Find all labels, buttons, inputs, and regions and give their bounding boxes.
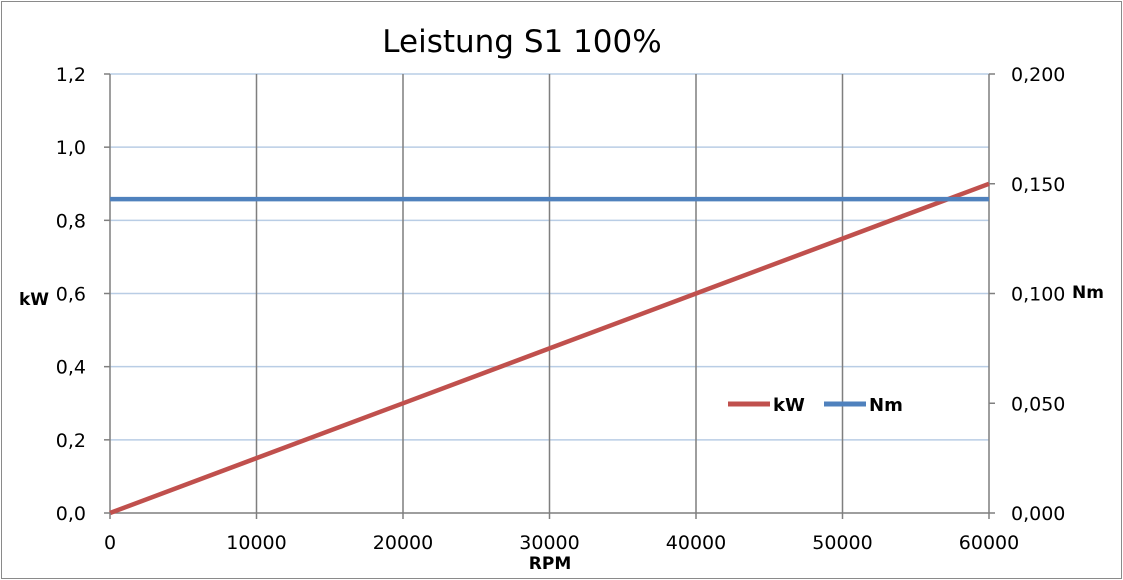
legend: kW Nm [728, 395, 903, 416]
ticks-layer: 0,0 0,2 0,4 0,6 0,8 1,0 1,2 0,000 0,050 0,100 0,15… [56, 64, 1066, 554]
y-left-tick-label: 0,0 [56, 503, 86, 525]
y-left-tick-label: 1,0 [56, 137, 86, 159]
series-layer [109, 181, 990, 516]
x-tick-label: 60000 [959, 532, 1019, 554]
legend-label-nm: Nm [869, 395, 903, 416]
x-tick-label: 0 [104, 532, 116, 554]
chart-title: Leistung S1 100% [382, 24, 661, 60]
x-tick-label: 10000 [226, 532, 286, 554]
grid-layer [110, 73, 989, 513]
y-left-tick-label: 0,4 [56, 357, 86, 379]
y-right-tick-label: 0,150 [1011, 174, 1065, 196]
y-right-axis-label: Nm [1072, 283, 1104, 303]
x-tick-label: 30000 [519, 532, 579, 554]
y-right-tick-label: 0,200 [1011, 64, 1065, 86]
series-line-kw [109, 181, 990, 516]
x-tick-label: 50000 [812, 532, 872, 554]
y-right-tick-label: 0,100 [1011, 284, 1065, 306]
y-left-axis-label: kW [19, 290, 49, 310]
y-right-tick-label: 0,000 [1011, 503, 1065, 525]
x-tick-label: 40000 [666, 532, 726, 554]
x-axis-label: RPM [529, 554, 571, 574]
y-left-tick-label: 0,2 [56, 430, 86, 452]
y-left-tick-label: 0,8 [56, 210, 86, 232]
y-left-tick-label: 0,6 [56, 284, 86, 306]
legend-label-kw: kW [773, 395, 805, 416]
x-tick-label: 20000 [373, 532, 433, 554]
y-left-tick-label: 1,2 [56, 64, 86, 86]
y-right-tick-label: 0,050 [1011, 393, 1065, 415]
